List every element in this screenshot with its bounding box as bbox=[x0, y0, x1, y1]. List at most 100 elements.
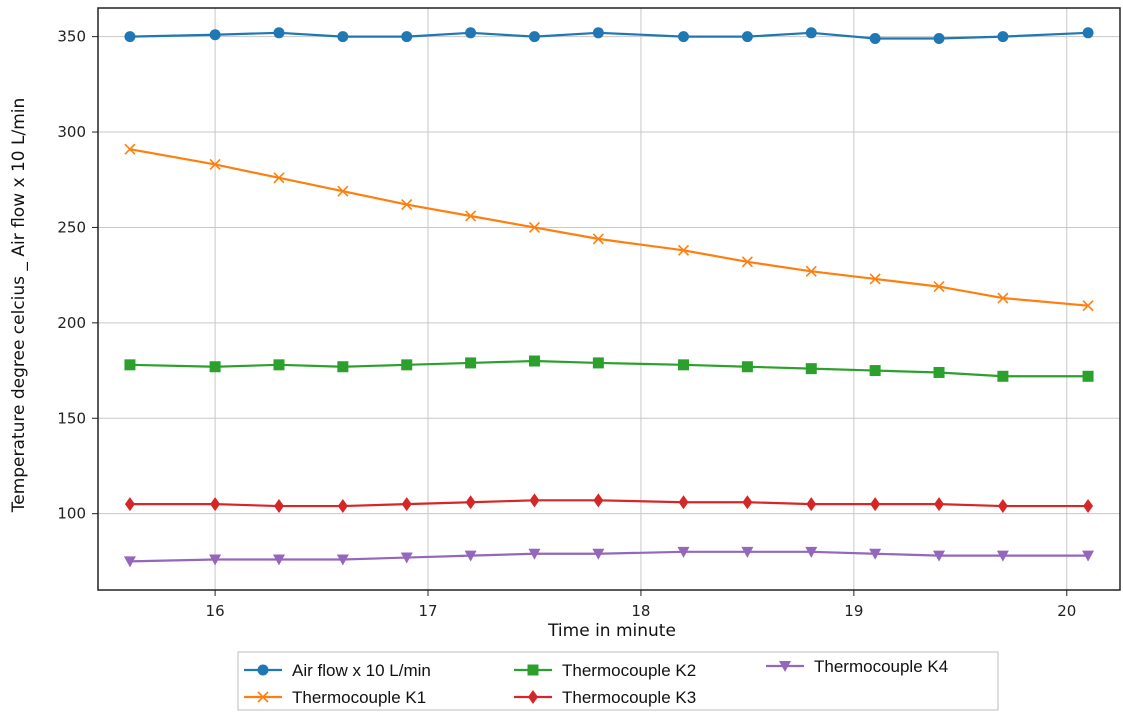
legend-marker bbox=[779, 661, 791, 672]
x-tick-label: 19 bbox=[844, 602, 863, 620]
legend-label: Thermocouple K2 bbox=[562, 661, 696, 680]
legend-label: Thermocouple K4 bbox=[814, 657, 948, 676]
data-point bbox=[869, 548, 882, 560]
data-point bbox=[1082, 27, 1094, 39]
legend-item: Thermocouple K1 bbox=[244, 688, 426, 707]
data-point bbox=[677, 244, 690, 256]
data-point bbox=[997, 499, 1008, 514]
data-point bbox=[401, 359, 413, 371]
y-tick-label: 250 bbox=[57, 218, 86, 236]
legend-label: Air flow x 10 L/min bbox=[292, 661, 431, 680]
data-point bbox=[593, 493, 604, 508]
data-point bbox=[869, 33, 881, 45]
data-point bbox=[273, 499, 284, 514]
legend-label: Thermocouple K1 bbox=[292, 688, 426, 707]
data-point bbox=[124, 359, 136, 371]
data-point bbox=[870, 497, 881, 512]
x-tick-label: 18 bbox=[631, 602, 650, 620]
data-point bbox=[805, 27, 817, 39]
data-point bbox=[805, 265, 817, 277]
data-point bbox=[337, 31, 349, 43]
legend-marker bbox=[257, 691, 269, 703]
data-point bbox=[592, 548, 605, 560]
data-point bbox=[336, 554, 349, 566]
data-point bbox=[210, 497, 221, 512]
y-tick-label: 100 bbox=[57, 505, 86, 523]
data-point bbox=[209, 158, 221, 171]
data-point bbox=[933, 550, 946, 562]
legend: Air flow x 10 L/min Thermocouple K1 Thermo… bbox=[237, 651, 999, 711]
legend-marker bbox=[257, 664, 269, 676]
data-point bbox=[592, 357, 604, 369]
x-tick-label: 20 bbox=[1057, 602, 1076, 620]
data-point bbox=[997, 370, 1009, 382]
data-point bbox=[806, 497, 817, 512]
data-point bbox=[741, 31, 753, 43]
series-2 bbox=[124, 143, 1094, 312]
grid-lines bbox=[98, 8, 1120, 590]
data-point bbox=[1083, 499, 1094, 514]
data-point bbox=[741, 361, 753, 373]
series-1 bbox=[124, 27, 1094, 45]
data-point bbox=[933, 366, 945, 378]
legend-box bbox=[237, 651, 999, 711]
legend-label: Thermocouple K3 bbox=[562, 688, 696, 707]
data-point bbox=[123, 556, 136, 568]
data-point bbox=[933, 281, 945, 293]
data-point bbox=[805, 546, 818, 558]
data-point bbox=[869, 273, 881, 285]
data-point bbox=[678, 359, 690, 371]
data-point bbox=[1082, 550, 1095, 562]
data-point bbox=[528, 221, 541, 234]
data-point bbox=[934, 497, 945, 512]
legend-item: Thermocouple K4 bbox=[766, 657, 948, 676]
data-point bbox=[273, 172, 285, 184]
legend-item: Thermocouple K2 bbox=[514, 661, 696, 680]
y-axis-label: Temperature degree celcius _ Air flow x … bbox=[9, 98, 29, 514]
data-point bbox=[678, 495, 689, 510]
data-point bbox=[677, 546, 690, 558]
data-point bbox=[529, 493, 540, 508]
data-point bbox=[741, 256, 753, 268]
data-point bbox=[272, 554, 285, 566]
data-point bbox=[273, 27, 285, 39]
data-point bbox=[933, 33, 945, 45]
data-point bbox=[273, 359, 285, 371]
data-point bbox=[997, 31, 1009, 43]
x-axis-label: Time in minute bbox=[547, 621, 676, 641]
legend-marker bbox=[527, 664, 539, 676]
data-point bbox=[528, 548, 541, 560]
axis-ticks: 16 17 18 19 20 100 150 200 250 300 350 bbox=[57, 28, 1076, 620]
data-point bbox=[401, 198, 413, 211]
data-point bbox=[465, 210, 477, 222]
data-point bbox=[401, 497, 412, 512]
x-tick-label: 16 bbox=[206, 602, 225, 620]
data-point bbox=[337, 361, 349, 373]
data-point bbox=[1082, 300, 1094, 312]
legend-marker bbox=[528, 690, 538, 704]
data-point bbox=[805, 363, 817, 375]
series-4 bbox=[124, 493, 1094, 514]
series-3 bbox=[124, 355, 1094, 382]
data-point bbox=[337, 185, 349, 197]
data-point bbox=[997, 292, 1009, 304]
data-point bbox=[209, 554, 222, 566]
data-point bbox=[592, 27, 604, 39]
legend-item: Thermocouple K3 bbox=[514, 688, 696, 707]
series-5 bbox=[123, 546, 1095, 568]
data-point bbox=[1082, 370, 1094, 382]
data-point bbox=[464, 550, 477, 562]
data-point bbox=[592, 233, 604, 245]
data-point bbox=[869, 365, 881, 377]
data-point bbox=[528, 31, 540, 43]
data-point bbox=[209, 361, 221, 373]
y-tick-label: 150 bbox=[57, 409, 86, 427]
plot-area-frame bbox=[97, 7, 1121, 591]
y-tick-label: 200 bbox=[57, 314, 86, 332]
data-point bbox=[400, 552, 413, 564]
data-point bbox=[124, 497, 135, 512]
data-point bbox=[996, 550, 1009, 562]
legend-item: Air flow x 10 L/min bbox=[244, 661, 431, 680]
data-point bbox=[209, 29, 221, 41]
